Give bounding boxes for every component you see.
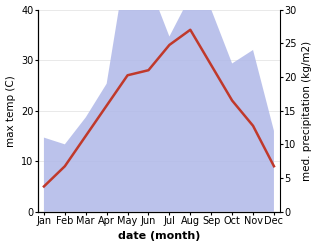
Y-axis label: max temp (C): max temp (C) [5, 75, 16, 146]
X-axis label: date (month): date (month) [118, 231, 200, 242]
Y-axis label: med. precipitation (kg/m2): med. precipitation (kg/m2) [302, 41, 313, 181]
